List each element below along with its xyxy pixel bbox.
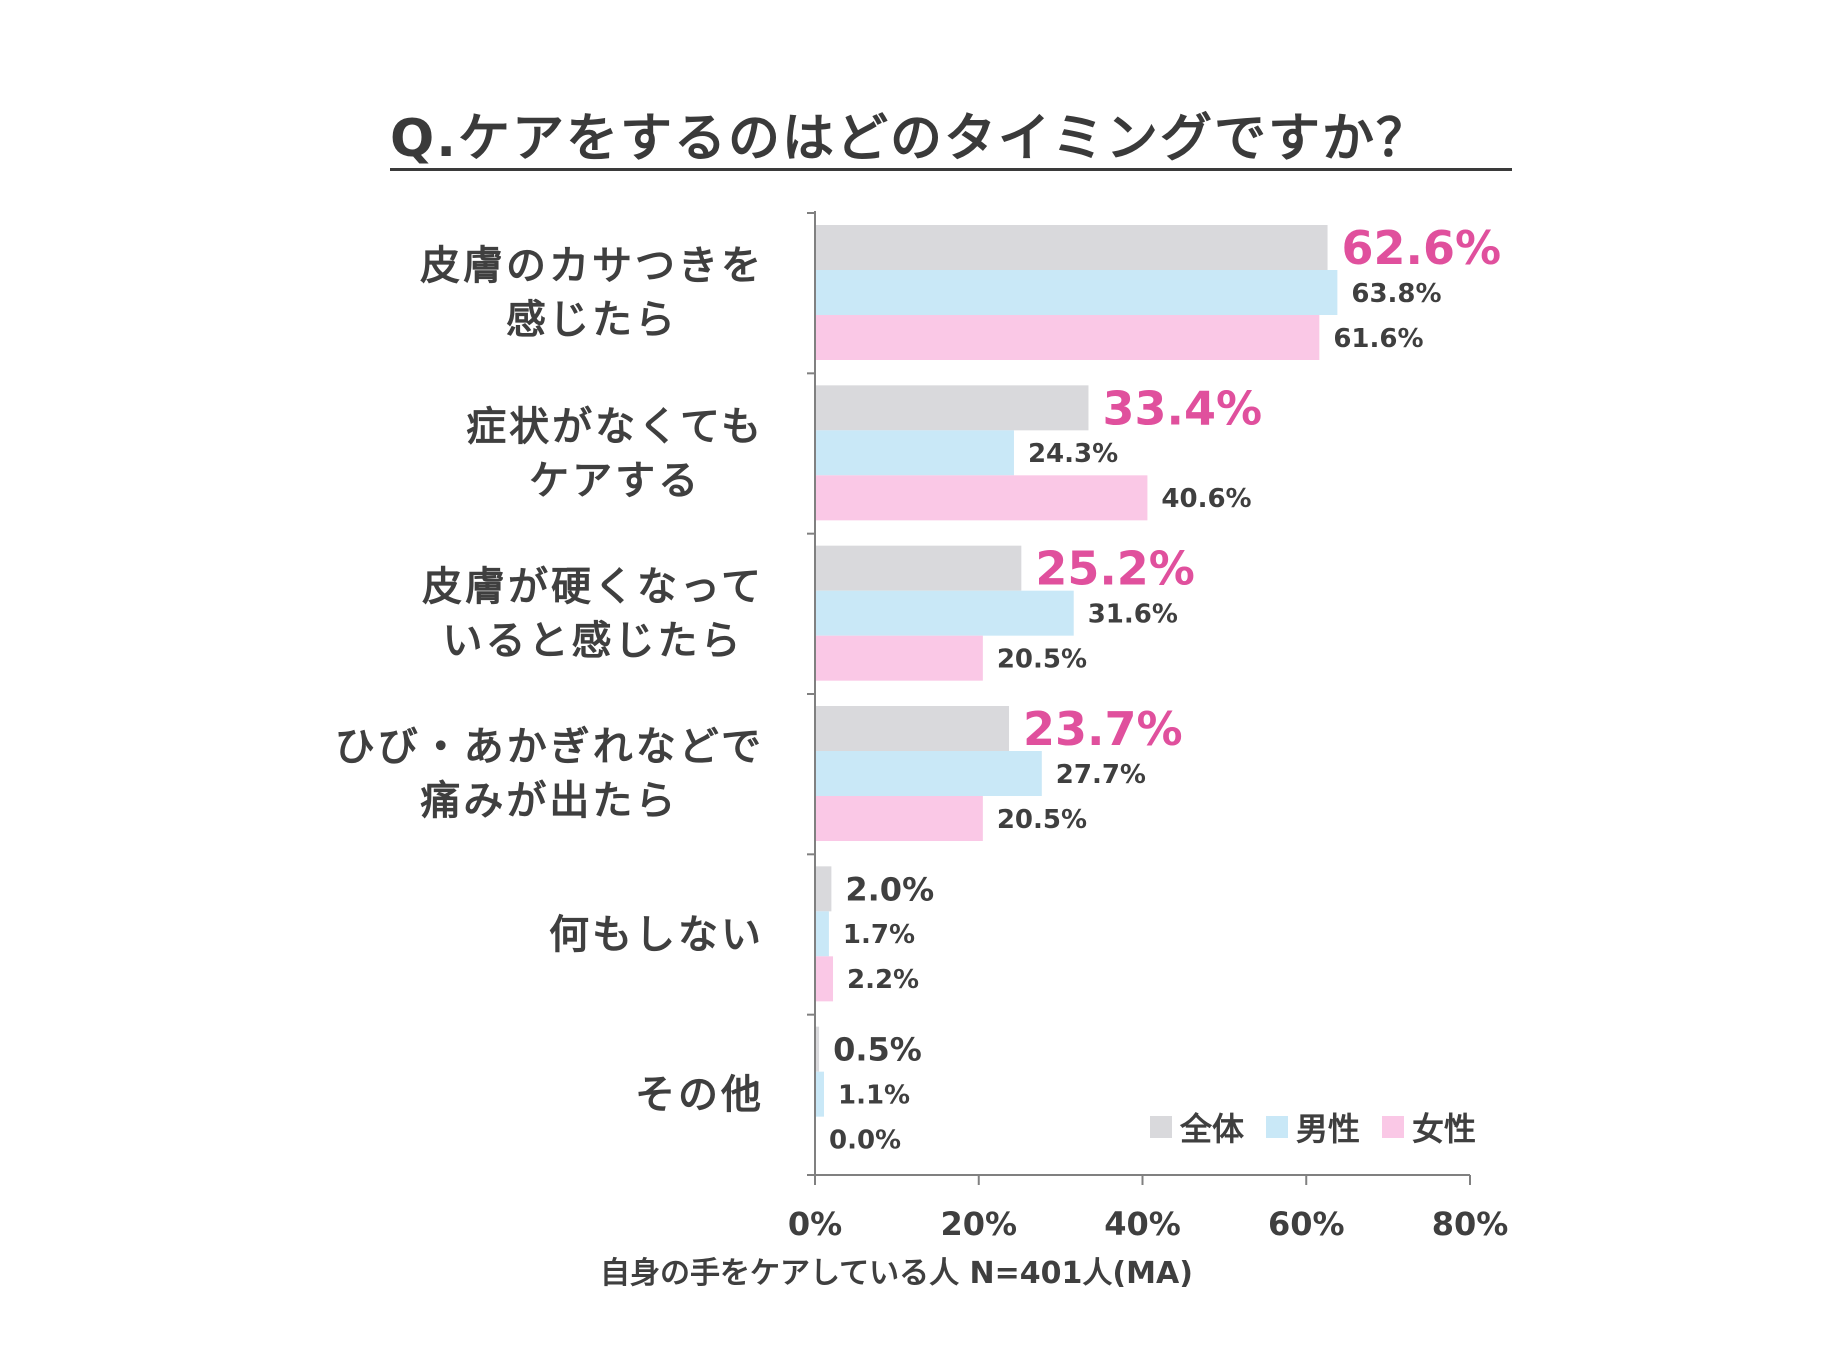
category-label-line: 皮膚が硬くなって	[422, 563, 764, 610]
bar-5-1	[815, 1071, 825, 1117]
category-label-line: 何もしない	[549, 911, 764, 958]
x-tick-label-0: 0%	[788, 1205, 842, 1243]
value-label-5-0: 0.5%	[833, 1031, 922, 1069]
category-label-line: 痛みが出たら	[420, 778, 679, 825]
legend-item-all: 全体	[1150, 1104, 1244, 1150]
category-label-line: いると感じたら	[442, 617, 744, 664]
bar-2-2	[815, 635, 983, 681]
bar-0-0	[815, 225, 1328, 270]
x-tick-label-3: 60%	[1268, 1205, 1345, 1243]
value-label-1-2: 40.6%	[1161, 484, 1251, 514]
value-label-2-0: 25.2%	[1035, 542, 1195, 596]
legend-label-male: 男性	[1296, 1110, 1361, 1148]
bar-5-0	[815, 1026, 820, 1072]
legend: 全体 男性 女性	[1150, 1104, 1476, 1150]
x-tick-label-1: 20%	[940, 1205, 1017, 1243]
value-label-0-2: 61.6%	[1333, 324, 1423, 354]
category-label-3: ひび・あかぎれなどで 痛みが出たら	[335, 720, 764, 828]
legend-swatch-female	[1382, 1116, 1405, 1138]
category-label-line: 症状がなくても	[466, 403, 764, 450]
chart-title: Q.ケアをするのはどのタイミングですか？	[390, 109, 1430, 169]
category-label-5: その他	[635, 1068, 764, 1122]
bar-0-1	[815, 270, 1338, 315]
x-tick-label-4: 80%	[1432, 1205, 1509, 1243]
category-label-2: 皮膚が硬くなって いると感じたら	[422, 560, 764, 668]
x-tick-label-2: 40%	[1104, 1205, 1181, 1243]
value-label-3-0: 23.7%	[1023, 702, 1183, 756]
bar-0-2	[815, 315, 1320, 360]
legend-label-female: 女性	[1412, 1110, 1477, 1148]
legend-label-all: 全体	[1180, 1110, 1245, 1148]
bar-1-1	[815, 430, 1014, 476]
bar-1-0	[815, 385, 1089, 431]
value-label-3-2: 20.5%	[997, 805, 1087, 835]
bar-2-0	[815, 545, 1022, 591]
value-label-0-0: 62.6%	[1342, 221, 1502, 275]
bar-1-2	[815, 475, 1148, 521]
category-label-line: 皮膚のカサつきを	[420, 243, 764, 290]
legend-swatch-male	[1266, 1116, 1289, 1138]
bar-3-0	[815, 706, 1010, 751]
bar-4-1	[815, 911, 829, 957]
category-label-line: ひび・あかぎれなどで	[334, 724, 764, 771]
value-label-5-1: 1.1%	[838, 1081, 910, 1111]
category-label-1: 症状がなくても ケアする	[466, 400, 764, 508]
bar-4-2	[815, 956, 834, 1002]
bar-3-1	[815, 751, 1042, 796]
x-axis-title: 自身の手をケアしている人 N=401人(MA)	[600, 1256, 1193, 1291]
value-label-2-1: 31.6%	[1088, 600, 1178, 630]
value-label-3-1: 27.7%	[1056, 760, 1146, 790]
value-label-4-2: 2.2%	[847, 965, 919, 995]
value-label-0-1: 63.8%	[1351, 279, 1441, 309]
category-label-line: その他	[635, 1071, 764, 1118]
category-label-line: 感じたら	[506, 297, 678, 344]
value-label-2-2: 20.5%	[997, 645, 1087, 675]
title-underline	[390, 168, 1512, 171]
legend-item-female: 女性	[1382, 1104, 1476, 1150]
bar-4-0	[815, 866, 832, 912]
value-label-1-1: 24.3%	[1028, 439, 1118, 469]
value-label-4-0: 2.0%	[845, 870, 934, 908]
legend-swatch-all	[1150, 1116, 1172, 1138]
category-label-line: ケアする	[529, 457, 702, 504]
bar-3-2	[815, 796, 983, 841]
category-label-4: 何もしない	[549, 908, 764, 962]
value-label-5-2: 0.0%	[829, 1126, 901, 1156]
category-label-0: 皮膚のカサつきを 感じたら	[420, 239, 764, 347]
legend-item-male: 男性	[1266, 1104, 1360, 1150]
bar-2-1	[815, 590, 1074, 636]
value-label-4-1: 1.7%	[843, 920, 915, 950]
value-label-1-0: 33.4%	[1102, 381, 1262, 435]
